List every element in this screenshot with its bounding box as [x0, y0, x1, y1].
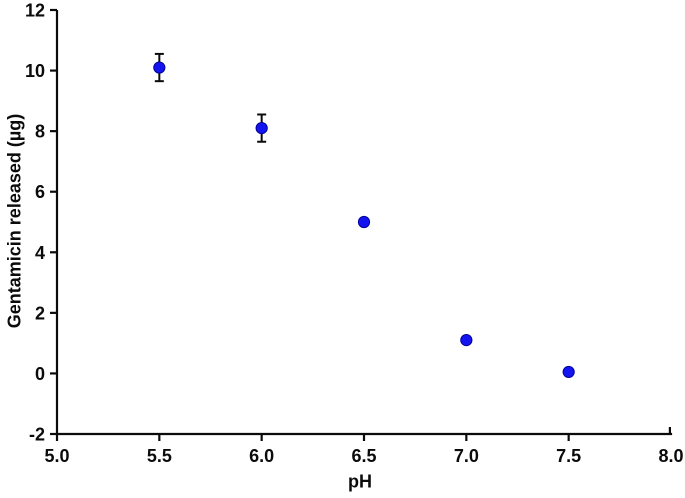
- x-axis-tick-label: 5.5: [147, 446, 172, 466]
- y-axis-tick-label: 8: [35, 122, 45, 142]
- y-axis-tick-label: 0: [35, 364, 45, 384]
- x-axis-tick-label: 8.0: [658, 446, 683, 466]
- data-point-marker: [562, 365, 575, 379]
- x-axis-tick-label: 7.0: [454, 446, 479, 466]
- x-axis-tick-label: 7.5: [556, 446, 581, 466]
- y-axis-tick-label: 2: [35, 303, 45, 323]
- data-point-marker: [357, 215, 371, 229]
- y-axis-tick-label: 4: [35, 243, 45, 263]
- y-axis-tick-label: -2: [29, 424, 45, 444]
- data-point-marker: [255, 122, 268, 135]
- y-axis-tick-label: 12: [25, 0, 45, 20]
- y-axis-tick-label: 10: [25, 61, 45, 81]
- data-point-marker: [460, 334, 473, 347]
- data-point-marker: [153, 61, 166, 74]
- x-axis-title: pH: [348, 471, 372, 492]
- y-axis-title: Gentamicin released (µg): [4, 113, 25, 329]
- x-axis-tick-label: 6.5: [351, 446, 376, 466]
- x-axis-tick-label: 6.0: [249, 446, 274, 466]
- x-axis-tick-label: 5.0: [44, 446, 69, 466]
- y-axis-tick-label: 6: [35, 182, 45, 202]
